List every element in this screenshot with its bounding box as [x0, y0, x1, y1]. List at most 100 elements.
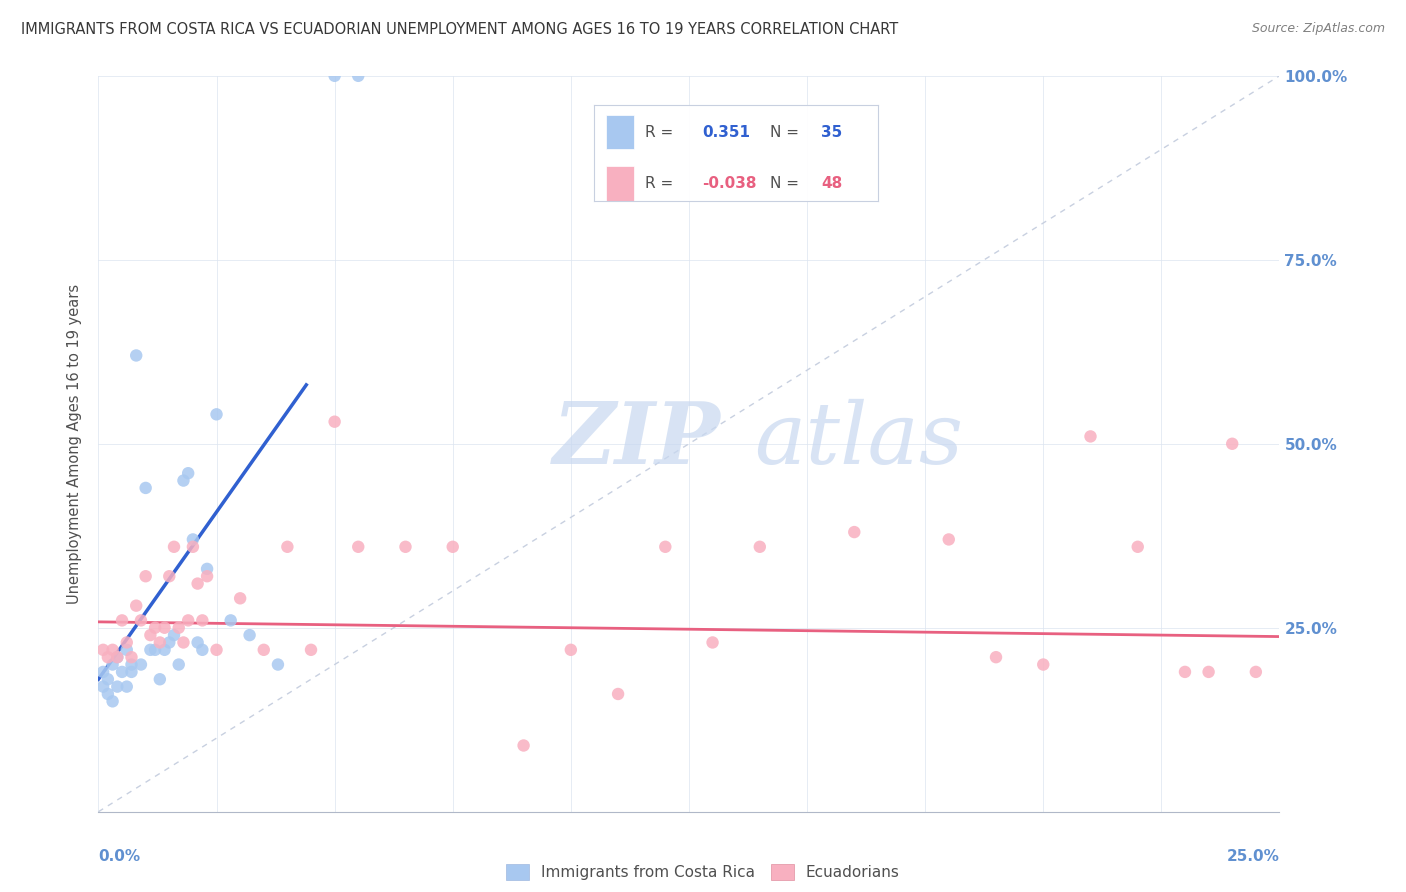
Point — [276, 540, 298, 554]
Point — [115, 680, 138, 694]
Point — [299, 642, 322, 657]
Point — [844, 524, 866, 539]
Point — [115, 642, 138, 657]
Point — [205, 642, 228, 657]
Point — [121, 665, 143, 679]
Point — [267, 657, 290, 672]
Point — [91, 680, 114, 694]
Point — [181, 540, 204, 554]
Point — [97, 687, 120, 701]
Point — [512, 739, 534, 753]
Point — [239, 628, 262, 642]
Point — [191, 642, 214, 657]
Point — [172, 474, 194, 488]
Point — [135, 481, 157, 495]
Text: atlas: atlas — [754, 399, 963, 482]
Point — [139, 628, 162, 642]
Point — [101, 642, 124, 657]
Point — [149, 635, 172, 649]
Point — [177, 614, 200, 628]
Text: 0.351: 0.351 — [702, 125, 751, 139]
Point — [101, 657, 124, 672]
Point — [1174, 665, 1197, 679]
Text: 35: 35 — [821, 125, 842, 139]
Point — [111, 665, 134, 679]
Point — [191, 614, 214, 628]
Point — [149, 673, 172, 687]
Text: R =: R = — [645, 177, 673, 191]
Point — [97, 673, 120, 687]
Point — [157, 569, 180, 583]
Point — [187, 576, 209, 591]
Point — [135, 569, 157, 583]
Point — [984, 650, 1007, 665]
Point — [219, 614, 242, 628]
Point — [253, 642, 276, 657]
Point — [1198, 665, 1220, 679]
Point — [125, 348, 148, 362]
Point — [121, 650, 143, 665]
Point — [153, 642, 176, 657]
Point — [177, 466, 200, 480]
Point — [115, 635, 138, 649]
Point — [654, 540, 676, 554]
FancyBboxPatch shape — [606, 167, 634, 201]
Point — [181, 533, 204, 547]
Text: 48: 48 — [821, 177, 842, 191]
Point — [111, 614, 134, 628]
Point — [394, 540, 416, 554]
Point — [607, 687, 630, 701]
Point — [167, 621, 190, 635]
Text: ZIP: ZIP — [553, 399, 721, 482]
Point — [163, 628, 186, 642]
Point — [1244, 665, 1267, 679]
Point — [195, 562, 218, 576]
Point — [347, 540, 370, 554]
Point — [105, 650, 128, 665]
Point — [143, 642, 166, 657]
Point — [347, 69, 370, 83]
Point — [938, 533, 960, 547]
Point — [172, 635, 194, 649]
Point — [167, 657, 190, 672]
Point — [441, 540, 464, 554]
Point — [91, 665, 114, 679]
Point — [1126, 540, 1149, 554]
Point — [129, 614, 152, 628]
Point — [157, 635, 180, 649]
Point — [748, 540, 770, 554]
Point — [139, 642, 162, 657]
Point — [101, 694, 124, 708]
Legend: Immigrants from Costa Rica, Ecuadorians: Immigrants from Costa Rica, Ecuadorians — [506, 864, 900, 880]
FancyBboxPatch shape — [606, 115, 634, 149]
Point — [105, 650, 128, 665]
Point — [97, 650, 120, 665]
Point — [702, 635, 724, 649]
Point — [560, 642, 582, 657]
Point — [121, 657, 143, 672]
Text: N =: N = — [770, 125, 799, 139]
Text: -0.038: -0.038 — [702, 177, 756, 191]
Point — [1032, 657, 1054, 672]
Text: R =: R = — [645, 125, 673, 139]
Point — [229, 591, 252, 606]
Text: N =: N = — [770, 177, 799, 191]
Point — [153, 621, 176, 635]
Text: 0.0%: 0.0% — [98, 848, 141, 863]
Text: Source: ZipAtlas.com: Source: ZipAtlas.com — [1251, 22, 1385, 36]
Point — [105, 680, 128, 694]
Text: 25.0%: 25.0% — [1226, 848, 1279, 863]
Point — [129, 657, 152, 672]
Point — [195, 569, 218, 583]
Point — [91, 642, 114, 657]
Point — [323, 69, 346, 83]
Point — [323, 415, 346, 429]
Point — [1220, 436, 1243, 450]
Point — [187, 635, 209, 649]
Point — [205, 407, 228, 421]
Point — [1080, 429, 1102, 443]
Text: IMMIGRANTS FROM COSTA RICA VS ECUADORIAN UNEMPLOYMENT AMONG AGES 16 TO 19 YEARS : IMMIGRANTS FROM COSTA RICA VS ECUADORIAN… — [21, 22, 898, 37]
Point — [125, 599, 148, 613]
Point — [163, 540, 186, 554]
Point — [143, 621, 166, 635]
